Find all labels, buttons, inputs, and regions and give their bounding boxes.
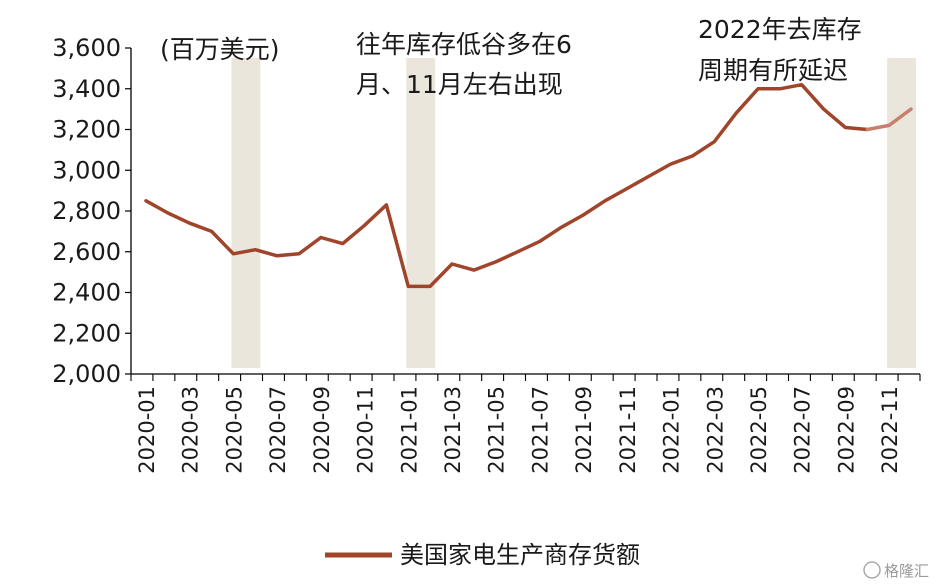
series-line-highlight	[865, 107, 913, 132]
annotation-line: 往年库存低谷多在6	[356, 30, 572, 59]
y-tick-label: 2,000	[52, 360, 121, 388]
annotation-line: 周期有所延迟	[698, 56, 848, 85]
unit-label: (百万美元)	[160, 35, 280, 64]
x-axis-ticks: 2020-01 2020-03 2020-05 2020-07 2020-09 2020-…	[130, 374, 921, 474]
shaded-regions	[231, 58, 916, 368]
y-tick-label: 3,600	[52, 34, 121, 62]
series-line	[144, 82, 870, 289]
annotation-delay: 2022年去库存 周期有所延迟	[698, 15, 862, 85]
legend-label: 美国家电生产商存货额	[400, 541, 640, 569]
x-tick-label: 2020-01	[135, 386, 159, 474]
watermark-logo-icon	[863, 561, 881, 579]
x-tick-label: 2020-07	[266, 386, 290, 474]
x-tick-label: 2021-05	[485, 386, 509, 474]
y-tick-label: 2,600	[52, 238, 121, 266]
shaded-region	[406, 58, 436, 368]
x-tick-label: 2021-03	[441, 386, 465, 474]
y-axis-ticks: 2,000 2,200 2,400 2,600 2,800 3,000 3,200 3,400…	[52, 34, 131, 388]
x-tick-label: 2021-09	[572, 386, 596, 474]
y-tick-label: 2,800	[52, 197, 121, 225]
annotation-line: 月、11月左右出现	[356, 70, 563, 99]
x-tick-label: 2021-11	[616, 386, 640, 474]
annotation-line: 2022年去库存	[698, 15, 862, 44]
y-tick-label: 3,400	[52, 75, 121, 103]
x-tick-label: 2022-01	[660, 386, 684, 474]
shaded-region	[887, 58, 916, 368]
y-tick-label: 3,000	[52, 156, 121, 184]
shaded-region	[231, 58, 261, 368]
x-tick-label: 2021-01	[397, 386, 421, 474]
x-tick-label: 2022-09	[834, 386, 858, 474]
watermark: 格隆汇	[863, 561, 929, 580]
x-tick-label: 2020-11	[354, 386, 378, 474]
watermark-text: 格隆汇	[884, 562, 929, 580]
y-tick-label: 3,200	[52, 116, 121, 144]
x-tick-label: 2022-11	[878, 386, 902, 474]
series-lines	[144, 82, 913, 289]
x-tick-label: 2022-03	[703, 386, 727, 474]
y-tick-label: 2,200	[52, 319, 121, 347]
x-tick-label: 2022-07	[791, 386, 815, 474]
annotation-low-season: 往年库存低谷多在6 月、11月左右出现	[356, 30, 572, 99]
x-tick-label: 2022-05	[747, 386, 771, 474]
x-tick-label: 2020-03	[179, 386, 203, 474]
x-tick-label: 2020-09	[310, 386, 334, 474]
legend: 美国家电生产商存货额	[325, 541, 640, 569]
x-tick-label: 2020-05	[222, 386, 246, 474]
x-tick-label: 2021-07	[528, 386, 552, 474]
y-tick-label: 2,400	[52, 279, 121, 307]
